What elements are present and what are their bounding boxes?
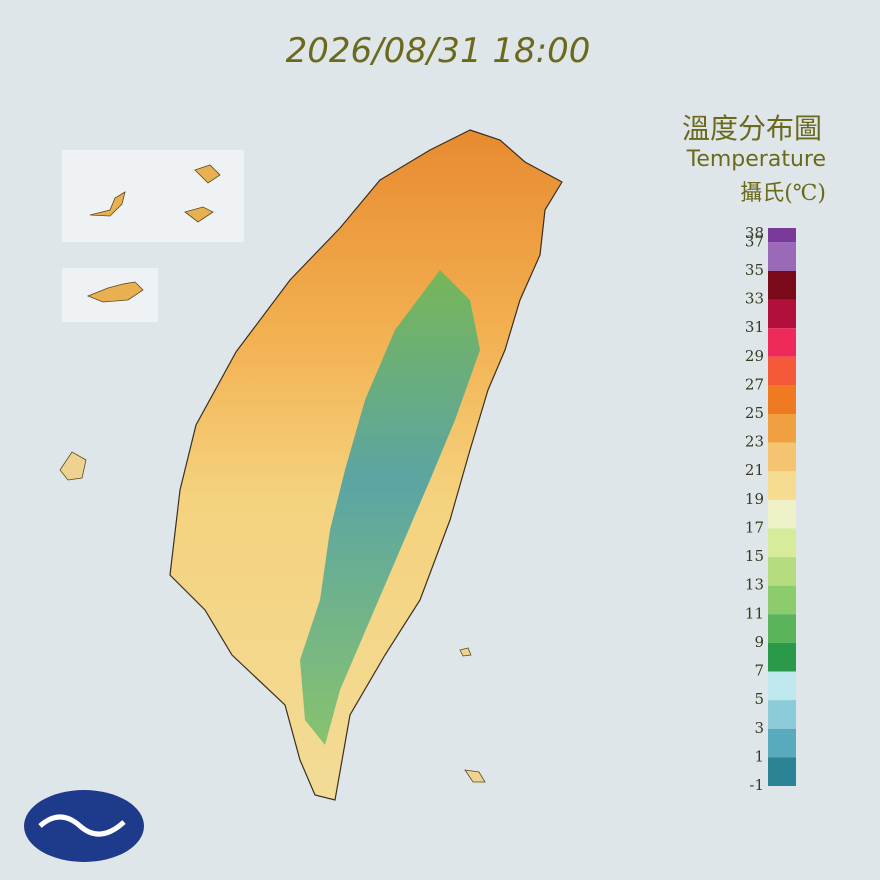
colorbar-segment bbox=[768, 757, 796, 786]
colorbar-segment bbox=[768, 728, 796, 758]
colorbar-segment bbox=[768, 328, 796, 357]
colorbar-tick-label: 1 bbox=[754, 747, 764, 765]
inset-box bbox=[62, 150, 244, 242]
colorbar-tick-label: 15 bbox=[745, 547, 764, 565]
logo-mark bbox=[38, 814, 126, 837]
colorbar-segment bbox=[768, 642, 796, 672]
colorbar-tick-label: 27 bbox=[745, 375, 764, 393]
colorbar-segment bbox=[768, 528, 796, 558]
mountain-range bbox=[300, 270, 480, 745]
colorbar-tick-label: 11 bbox=[745, 604, 764, 622]
colorbar-segment bbox=[768, 499, 796, 529]
colorbar-segment bbox=[768, 385, 796, 414]
colorbar-segment bbox=[768, 299, 796, 329]
colorbar-segment bbox=[768, 671, 796, 701]
legend-unit: 攝氏(℃) bbox=[740, 181, 826, 206]
colorbar-tick-label: 19 bbox=[745, 490, 764, 508]
island bbox=[59, 451, 486, 783]
colorbar-tick-label: 21 bbox=[745, 461, 764, 479]
logo bbox=[24, 790, 144, 862]
colorbar-tick-label: 13 bbox=[745, 576, 764, 594]
colorbar-tick-label: 25 bbox=[745, 404, 764, 422]
colorbar-tick-label: 5 bbox=[754, 690, 764, 708]
colorbar-tick-label: 35 bbox=[745, 261, 764, 279]
colorbar-segment bbox=[768, 242, 796, 271]
colorbar-tick-label: 29 bbox=[745, 347, 764, 365]
colorbar-segment bbox=[768, 471, 796, 500]
colorbar-tick-label: 23 bbox=[745, 433, 764, 451]
colorbar-segment bbox=[768, 442, 796, 472]
colorbar-tick-label: 3 bbox=[754, 719, 764, 737]
colorbar-tick-label: 9 bbox=[754, 633, 764, 651]
colorbar-segment bbox=[768, 557, 796, 586]
colorbar-tick-label: 31 bbox=[745, 318, 764, 336]
legend-title: 溫度分布圖 bbox=[682, 112, 822, 145]
colorbar-tick-label: 17 bbox=[745, 518, 764, 536]
colorbar-tick-label: 33 bbox=[745, 290, 764, 308]
colorbar-segment bbox=[768, 585, 796, 615]
colorbar-segment bbox=[768, 228, 796, 243]
colorbar-segment bbox=[768, 414, 796, 443]
colorbar-segment bbox=[768, 700, 796, 729]
colorbar-segment bbox=[768, 614, 796, 643]
island bbox=[86, 164, 221, 303]
datetime: 2026/08/31 18:00 bbox=[286, 31, 591, 71]
colorbar-tick-label: 37 bbox=[745, 232, 764, 250]
colorbar-tick-label: 7 bbox=[754, 662, 764, 680]
legend-subtitle: Temperature bbox=[686, 147, 826, 172]
colorbar-segment bbox=[768, 270, 796, 300]
colorbar-tick-label: 38 bbox=[745, 224, 764, 242]
colorbar-segment bbox=[768, 356, 796, 386]
colorbar-tick-label: -1 bbox=[749, 776, 764, 794]
